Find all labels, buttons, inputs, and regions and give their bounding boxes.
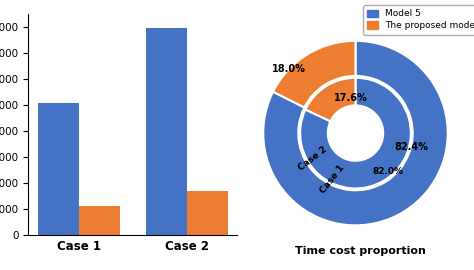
- Bar: [187, 191, 228, 235]
- Text: Case 2: Case 2: [297, 145, 329, 173]
- Text: 82.0%: 82.0%: [372, 167, 403, 176]
- Wedge shape: [305, 78, 356, 121]
- Text: 17.6%: 17.6%: [334, 93, 368, 103]
- Text: 18.0%: 18.0%: [272, 63, 306, 73]
- Wedge shape: [263, 41, 448, 225]
- Bar: [79, 206, 120, 235]
- Bar: [38, 103, 79, 235]
- Text: 82.4%: 82.4%: [394, 142, 428, 152]
- Wedge shape: [273, 41, 356, 107]
- Bar: [146, 28, 187, 235]
- Wedge shape: [300, 78, 411, 188]
- Legend: Model 5, The proposed model: Model 5, The proposed model: [363, 5, 474, 35]
- Text: Case 1: Case 1: [319, 163, 346, 195]
- Text: Time cost proportion: Time cost proportion: [295, 246, 426, 256]
